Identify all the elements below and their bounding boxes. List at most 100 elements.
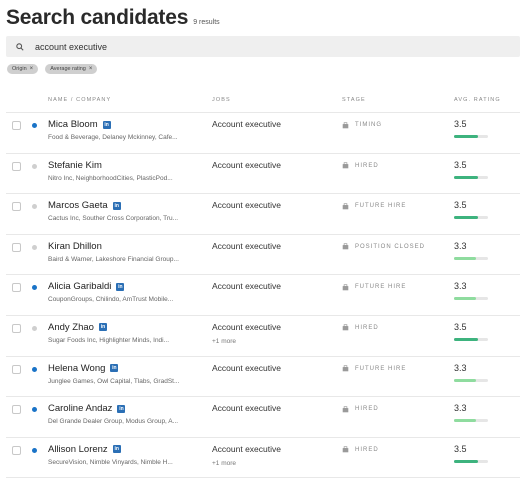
candidate-job: Account executive	[212, 403, 281, 414]
rating-bar-fill	[454, 216, 478, 220]
candidate-name[interactable]: Mica Bloom	[48, 119, 98, 130]
stage-label: TIMING	[355, 122, 382, 128]
stage-label: HIRED	[355, 324, 379, 331]
close-icon[interactable]: ×	[29, 66, 34, 72]
rating-bar-fill	[454, 419, 477, 423]
candidate-companies: Sugar Foods Inc, Highlighter Minds, Indi…	[48, 336, 170, 344]
candidate-name[interactable]: Marcos Gaeta	[48, 200, 108, 212]
status-dot	[32, 366, 37, 372]
candidate-name[interactable]: Kiran Dhillon	[48, 240, 102, 252]
close-icon[interactable]: ×	[88, 66, 93, 72]
rating-bar-fill	[454, 175, 478, 179]
column-header-name[interactable]: NAME / COMPANY	[48, 97, 112, 103]
linkedin-icon[interactable]: in	[112, 201, 121, 210]
more-jobs-link[interactable]: +1 more	[212, 459, 237, 467]
table-row[interactable]: Stefanie Kim Nitro Inc, NeighborhoodCitie…	[6, 154, 520, 195]
table-row[interactable]: Helena Wong in Junglee Games, Owl Capital,…	[6, 357, 520, 398]
status-dot	[32, 244, 37, 250]
candidate-companies: Baird & Warner, Lakeshore Financial Grou…	[48, 255, 179, 263]
rating-value: 3.5	[454, 321, 467, 332]
candidate-name[interactable]: Stefanie Kim	[48, 159, 102, 171]
row-checkbox[interactable]	[12, 283, 21, 293]
row-checkbox[interactable]	[12, 161, 21, 171]
linkedin-icon[interactable]: in	[102, 120, 111, 129]
table-row[interactable]: Mica Bloom in Food & Beverage, Delaney Mck…	[6, 113, 520, 154]
candidate-name[interactable]: Allison Lorenz	[48, 443, 108, 455]
row-checkbox[interactable]	[12, 202, 21, 212]
briefcase-icon	[342, 162, 350, 170]
candidate-job: Account executive	[212, 281, 281, 292]
search-bar[interactable]: account executive	[6, 36, 520, 57]
candidate-name-line: Mica Bloom in	[48, 119, 111, 130]
status-dot	[32, 447, 37, 453]
table-row[interactable]: Marcos Gaeta in Cactus Inc, Souther Cross …	[6, 194, 520, 235]
candidate-name-line: Alicia Garibaldi in	[48, 281, 125, 293]
column-header-stage[interactable]: STAGE	[342, 97, 366, 103]
table-row[interactable]: Alicia Garibaldi in CouponGroups, Chilindo…	[6, 275, 520, 316]
rating-value: 3.5	[454, 159, 467, 170]
candidate-name-line: Marcos Gaeta in	[48, 200, 121, 211]
candidate-name[interactable]: Andy Zhao	[48, 321, 94, 333]
filter-chip-label: Origin	[12, 66, 27, 72]
result-count: 9 results	[193, 19, 220, 26]
rating-bar	[454, 135, 488, 138]
candidate-companies: Nitro Inc, NeighborhoodCities, PlasticPo…	[48, 174, 173, 182]
table-row[interactable]: Caroline Andaz in Del Grande Dealer Group,…	[6, 397, 520, 438]
row-checkbox[interactable]	[12, 445, 21, 455]
linkedin-icon[interactable]: in	[117, 404, 126, 413]
briefcase-icon	[342, 243, 350, 251]
candidate-name-line: Andy Zhao in	[48, 322, 107, 333]
rating-bar-fill	[454, 256, 477, 260]
candidate-list: Mica Bloom in Food & Beverage, Delaney Mck…	[6, 112, 520, 479]
page-header: Search candidates 9 results	[6, 6, 220, 30]
linkedin-icon[interactable]: in	[110, 364, 119, 373]
column-header-rating[interactable]: AVG. RATING	[454, 97, 501, 103]
rating-bar	[454, 297, 488, 301]
briefcase-icon	[342, 446, 350, 454]
candidate-name[interactable]: Alicia Garibaldi	[48, 281, 112, 293]
table-row[interactable]: Kiran Dhillon Baird & Warner, Lakeshore F…	[6, 235, 520, 276]
candidate-companies: Del Grande Dealer Group, Modus Group, A.…	[48, 418, 179, 426]
row-checkbox[interactable]	[12, 242, 21, 252]
briefcase-icon	[342, 324, 350, 332]
candidate-companies: CouponGroups, Chilindo, AmTrust Mobile..…	[48, 296, 174, 304]
status-dot	[32, 325, 37, 331]
row-checkbox[interactable]	[12, 121, 21, 130]
rating-bar-fill	[454, 135, 478, 138]
rating-bar	[454, 256, 488, 260]
candidate-stage: HIRED	[342, 405, 379, 413]
rating-bar	[454, 216, 488, 220]
candidate-job: Account executive	[212, 119, 281, 129]
table-header: NAME / COMPANY JOBS STAGE AVG. RATING	[0, 97, 528, 107]
linkedin-icon[interactable]: in	[112, 445, 121, 454]
stage-label: POSITION CLOSED	[355, 243, 426, 250]
candidate-stage: FUTURE HIRE	[342, 283, 406, 291]
candidate-job: Account executive	[212, 240, 281, 251]
row-checkbox[interactable]	[12, 364, 21, 374]
row-checkbox[interactable]	[12, 405, 21, 415]
rating-bar	[454, 419, 488, 423]
search-input[interactable]: account executive	[35, 41, 108, 52]
linkedin-icon[interactable]: in	[116, 282, 125, 291]
row-checkbox[interactable]	[12, 323, 21, 333]
filter-chip-origin[interactable]: Origin ×	[7, 64, 39, 74]
candidate-name-line: Stefanie Kim	[48, 160, 102, 171]
rating-bar-fill	[454, 297, 477, 301]
filter-chip-average-rating[interactable]: Average rating ×	[45, 64, 98, 74]
filter-chip-label: Average rating	[50, 66, 86, 72]
candidate-companies: Cactus Inc, Souther Cross Corporation, T…	[48, 215, 179, 223]
candidate-stage: FUTURE HIRE	[342, 202, 406, 210]
candidate-name[interactable]: Caroline Andaz	[48, 403, 113, 415]
status-dot	[32, 285, 37, 291]
more-jobs-link[interactable]: +1 more	[212, 337, 237, 345]
table-row[interactable]: Allison Lorenz in SecureVision, Nimble Vin…	[6, 438, 520, 479]
table-row[interactable]: Andy Zhao in Sugar Foods Inc, Highlighter …	[6, 316, 520, 357]
column-header-jobs[interactable]: JOBS	[212, 97, 231, 103]
rating-value: 3.3	[454, 403, 467, 414]
candidate-job: Account executive	[212, 362, 281, 373]
briefcase-icon	[342, 405, 350, 413]
stage-label: HIRED	[355, 406, 379, 413]
candidate-name[interactable]: Helena Wong	[48, 362, 106, 374]
linkedin-icon[interactable]: in	[98, 323, 107, 332]
rating-bar	[454, 378, 488, 382]
